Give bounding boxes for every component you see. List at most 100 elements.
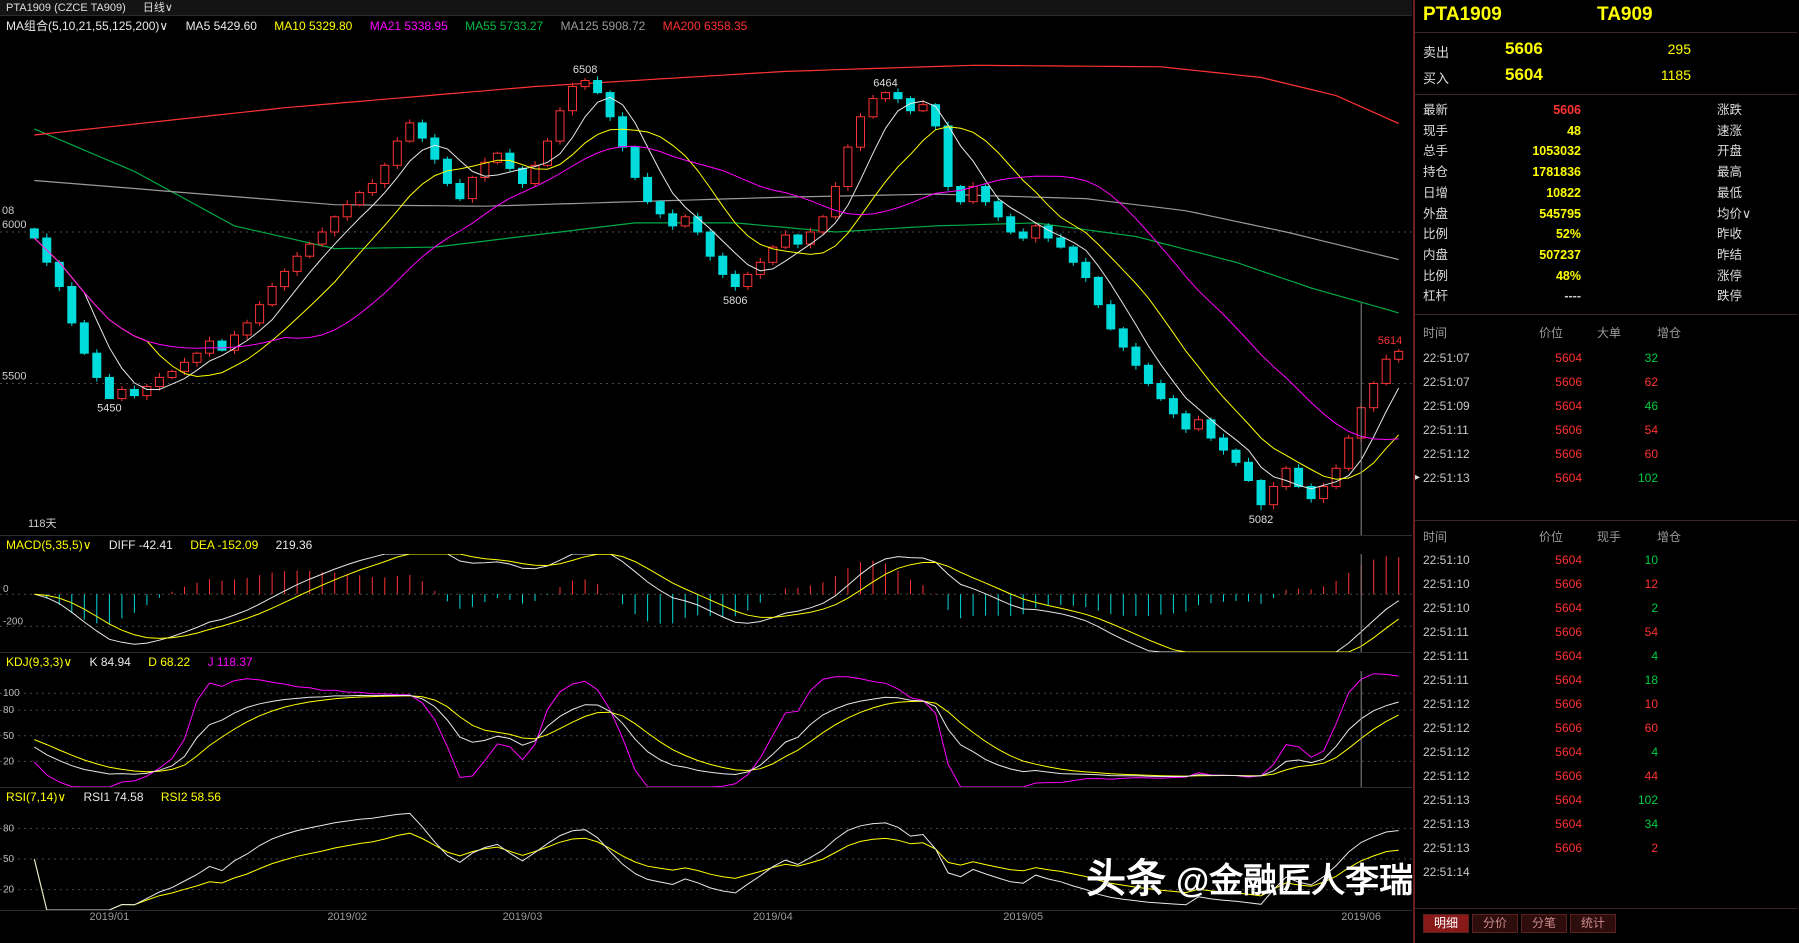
stat-label: 内盘	[1423, 247, 1449, 262]
quote-panel: PTA1909 TA909 卖出 5606 295 买入 5604 1185 最…	[1413, 0, 1799, 943]
tick-time: 22:51:10	[1423, 553, 1470, 567]
stat-value: 545795	[1539, 206, 1581, 221]
ask-price[interactable]: 5606	[1505, 39, 1543, 58]
svg-text:5806: 5806	[723, 295, 747, 307]
stat-value: 1053032	[1532, 144, 1581, 159]
window-titlebar: PTA1909 (CZCE TA909) 日线∨	[0, 0, 1412, 16]
tab-分价[interactable]: 分价	[1472, 914, 1518, 933]
macd-diff-value: DIFF -42.41	[108, 538, 173, 552]
stat-right-label: 昨收	[1717, 227, 1743, 242]
watermark-logo: 头条	[1086, 857, 1166, 901]
tick-price: 5606	[1555, 625, 1582, 639]
tick-price: 5604	[1555, 471, 1582, 485]
svg-text:80: 80	[3, 705, 15, 716]
column-header: 大单	[1597, 326, 1622, 340]
svg-text:100: 100	[3, 688, 20, 699]
candlestick-chart[interactable]: 6000 5500 08 118天 5450 6508 5806 6464 5082 5614	[0, 35, 1412, 535]
tick-price: 5606	[1555, 721, 1582, 735]
kdj-legend: KDJ(9,3,3)∨ K 84.94 D 68.22 J 118.37	[6, 654, 267, 670]
macd-settings-dropdown[interactable]: MACD(5,35,5)∨	[6, 538, 92, 552]
tick-time: 22:51:13	[1423, 841, 1470, 855]
svg-text:5450: 5450	[97, 403, 121, 415]
tick-row: 22:51:10 5604 2	[1415, 596, 1797, 620]
tick-qty: 10	[1644, 553, 1658, 567]
tick-qty: 10	[1644, 697, 1658, 711]
tick-row: ▸ 22:51:13 5604 102	[1415, 466, 1797, 490]
candles-group	[29, 76, 1404, 511]
rsi1-value: RSI1 74.58	[83, 790, 144, 804]
tick-qty: 4	[1651, 649, 1658, 663]
price-gridlines: 6000 5500 08 118天	[0, 205, 1412, 530]
tick-price: 5604	[1555, 601, 1582, 615]
tick-price: 5606	[1555, 447, 1582, 461]
stat-row: 内盘 507237 昨结	[1415, 245, 1797, 265]
tick-row: 22:51:13 5604 102	[1415, 788, 1797, 812]
x-axis-label: 2019/06	[1341, 911, 1382, 923]
tick-time: 22:51:11	[1423, 649, 1469, 663]
stat-value: 507237	[1539, 247, 1581, 262]
tick-time: 22:51:12	[1423, 745, 1470, 759]
tick-time: 22:51:07	[1423, 375, 1470, 389]
tick-price: 5604	[1555, 553, 1582, 567]
macd-chart[interactable]: 0 -200	[0, 554, 1412, 652]
tick-qty: 4	[1651, 745, 1658, 759]
rsi-chart[interactable]: 80 50 20	[0, 806, 1412, 910]
ma-legend: MA组合(5,10,21,55,125,200)∨ MA5 5429.60 MA…	[6, 18, 761, 34]
kdj-settings-dropdown[interactable]: KDJ(9,3,3)∨	[6, 655, 73, 669]
tick-table-header: 时间 价位 现手 增仓	[1415, 528, 1797, 546]
stat-row: 持仓 1781836 最高	[1415, 162, 1797, 182]
tick-time: 22:51:11	[1423, 625, 1469, 639]
tick-row: 22:51:10 5606 12	[1415, 572, 1797, 596]
tab-明细[interactable]: 明细	[1423, 914, 1469, 933]
tick-price: 5606	[1555, 375, 1582, 389]
period-dropdown[interactable]: 日线∨	[142, 2, 173, 14]
tick-row: 22:51:09 5604 46	[1415, 394, 1797, 418]
contract-title-row: PTA1909 TA909	[1415, 4, 1797, 30]
tick-price: 5604	[1555, 673, 1582, 687]
tick-price: 5606	[1555, 423, 1582, 437]
ask-label: 卖出	[1423, 45, 1450, 60]
stat-right-label: 速涨	[1717, 123, 1743, 138]
tick-qty: 62	[1644, 375, 1658, 389]
tick-qty: 54	[1644, 423, 1658, 437]
stat-label: 总手	[1423, 144, 1449, 159]
stat-value: ----	[1564, 289, 1581, 304]
svg-text:20: 20	[3, 885, 15, 896]
tick-row: 22:51:11 5604 18	[1415, 668, 1797, 692]
tick-row: 22:51:12 5606 60	[1415, 716, 1797, 740]
contract-tab-pta1909[interactable]: PTA1909	[1423, 4, 1502, 25]
rsi-settings-dropdown[interactable]: RSI(7,14)∨	[6, 790, 67, 804]
svg-text:-200: -200	[3, 616, 23, 627]
ma-settings-dropdown[interactable]: MA组合(5,10,21,55,125,200)∨	[6, 19, 169, 33]
tick-price: 5606	[1555, 841, 1582, 855]
tab-分笔[interactable]: 分笔	[1521, 914, 1567, 933]
bid-price[interactable]: 5604	[1505, 65, 1543, 84]
stat-label: 比例	[1423, 268, 1449, 283]
stat-right-label: 涨停	[1717, 268, 1743, 283]
tick-time: 22:51:14	[1423, 865, 1470, 879]
tick-row: 22:51:12 5606 44	[1415, 764, 1797, 788]
kdj-chart[interactable]: 100 80 50 20	[0, 671, 1412, 787]
tick-time: 22:51:12	[1423, 721, 1470, 735]
tick-row: 22:51:11 5606 54	[1415, 418, 1797, 442]
macd-dea-value: DEA -152.09	[190, 538, 259, 552]
panel-separator	[1415, 520, 1797, 521]
tick-qty: 32	[1644, 351, 1658, 365]
stat-right-label: 涨跌	[1717, 103, 1743, 117]
stat-value: 10822	[1546, 185, 1581, 200]
tick-time: 22:51:12	[1423, 447, 1470, 461]
ma125-legend: MA125 5908.72	[560, 19, 646, 33]
svg-text:5614: 5614	[1378, 335, 1402, 347]
tick-price: 5604	[1555, 745, 1582, 759]
tick-time: 22:51:12	[1423, 769, 1470, 783]
tab-统计[interactable]: 统计	[1570, 914, 1616, 933]
contract-tab-ta909[interactable]: TA909	[1597, 4, 1653, 25]
stat-right-label[interactable]: 均价∨	[1717, 206, 1752, 221]
tick-price: 5606	[1555, 577, 1582, 591]
tick-qty: 2	[1651, 841, 1658, 855]
ma200-legend: MA200 6358.35	[662, 19, 748, 33]
stat-row: 外盘 545795 均价∨	[1415, 204, 1797, 224]
stat-value: 5606	[1553, 103, 1581, 117]
panel-divider	[0, 535, 1412, 536]
kdj-lines	[33, 673, 1399, 787]
